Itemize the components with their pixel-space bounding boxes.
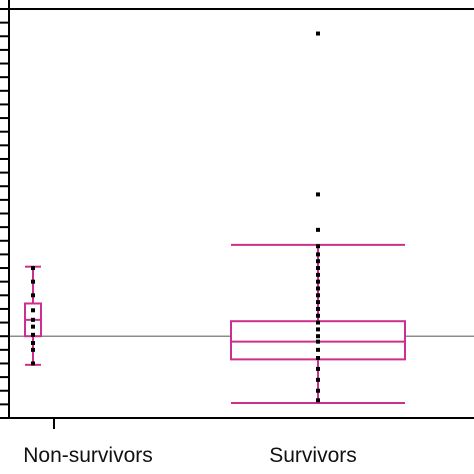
data-point-survivors [316, 259, 320, 264]
data-point-survivors [316, 252, 320, 257]
data-point-survivors [316, 31, 320, 36]
data-point-survivors [316, 227, 320, 232]
data-point-non-survivors [31, 293, 35, 298]
data-point-survivors [316, 272, 320, 277]
data-point-survivors [316, 388, 320, 393]
data-point-non-survivors [31, 266, 35, 271]
data-point-survivors [316, 334, 320, 339]
data-point-survivors [316, 366, 320, 371]
data-point-survivors [316, 266, 320, 271]
x-tick-label-non-survivors: Non-survivors [23, 444, 153, 467]
data-point-survivors [316, 320, 320, 325]
data-point-survivors [316, 306, 320, 311]
x-tick-label-survivors: Survivors [269, 444, 357, 467]
data-point-survivors [316, 377, 320, 382]
data-point-survivors [316, 327, 320, 332]
data-point-non-survivors [31, 308, 35, 313]
data-point-survivors [316, 347, 320, 352]
data-point-non-survivors [31, 361, 35, 366]
data-point-survivors [316, 192, 320, 197]
data-point-survivors [316, 398, 320, 403]
y-axis-ticks [0, 8, 9, 419]
data-point-survivors [316, 313, 320, 318]
data-point-non-survivors [31, 317, 35, 322]
data-point-survivors [316, 300, 320, 305]
data-point-survivors [316, 293, 320, 298]
data-point-non-survivors [31, 324, 35, 329]
data-point-non-survivors [31, 332, 35, 337]
data-point-non-survivors [31, 279, 35, 284]
data-point-survivors [316, 339, 320, 344]
data-point-survivors [316, 279, 320, 284]
data-point-survivors [316, 244, 320, 249]
data-point-survivors [316, 356, 320, 361]
data-point-non-survivors [31, 341, 35, 346]
data-point-non-survivors [31, 347, 35, 352]
chart-marks [9, 31, 474, 405]
data-point-survivors [316, 286, 320, 291]
